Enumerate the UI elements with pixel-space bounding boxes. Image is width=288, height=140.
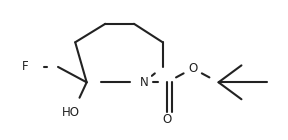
Text: HO: HO <box>62 106 80 119</box>
Text: N: N <box>140 76 148 89</box>
Text: O: O <box>162 113 172 126</box>
Text: F: F <box>22 60 29 73</box>
Text: O: O <box>188 62 197 75</box>
